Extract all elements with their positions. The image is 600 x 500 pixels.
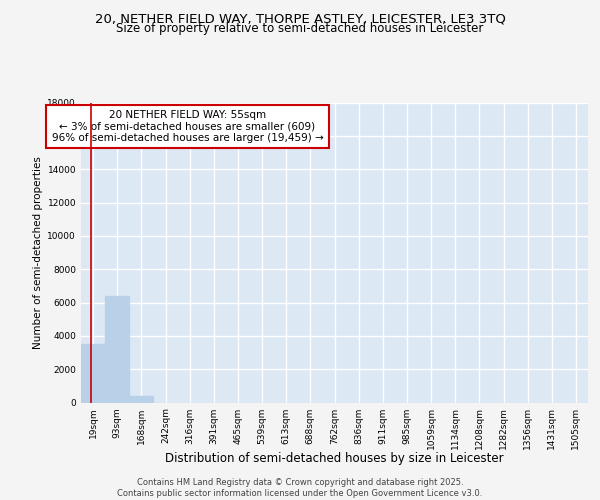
Bar <box>81 344 105 403</box>
Text: Contains HM Land Registry data © Crown copyright and database right 2025.
Contai: Contains HM Land Registry data © Crown c… <box>118 478 482 498</box>
Text: 20, NETHER FIELD WAY, THORPE ASTLEY, LEICESTER, LE3 3TQ: 20, NETHER FIELD WAY, THORPE ASTLEY, LEI… <box>95 12 505 26</box>
X-axis label: Distribution of semi-detached houses by size in Leicester: Distribution of semi-detached houses by … <box>165 452 504 466</box>
Y-axis label: Number of semi-detached properties: Number of semi-detached properties <box>33 156 43 349</box>
Bar <box>105 296 129 403</box>
Text: 20 NETHER FIELD WAY: 55sqm
← 3% of semi-detached houses are smaller (609)
96% of: 20 NETHER FIELD WAY: 55sqm ← 3% of semi-… <box>52 110 323 143</box>
Text: Size of property relative to semi-detached houses in Leicester: Size of property relative to semi-detach… <box>116 22 484 35</box>
Bar <box>129 396 154 402</box>
